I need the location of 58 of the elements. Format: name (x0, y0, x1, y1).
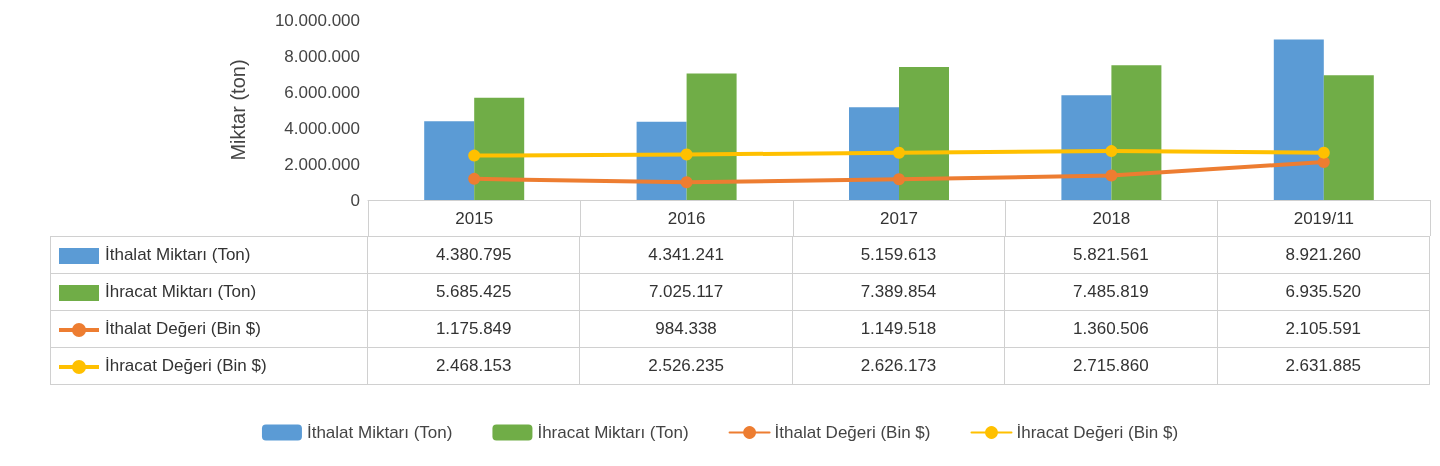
y-tick-label: 6.000.000 (284, 82, 360, 102)
text: İthalat Değeri (Bin $) (105, 319, 261, 338)
legend-label: İthalat Değeri (Bin $) (774, 423, 931, 442)
data-label: 5.685.425 (367, 273, 580, 311)
y-axis-title: Miktar (ton) (227, 59, 249, 161)
bar (424, 121, 475, 200)
data-label: 7.389.854 (792, 273, 1005, 311)
data-label: 1.149.518 (792, 310, 1005, 348)
x-tick-label: 2017 (880, 209, 918, 228)
point (1105, 145, 1118, 158)
y-tick-label: 2.000.000 (284, 154, 360, 174)
bar (1323, 75, 1374, 200)
legend-label: İthalat Miktarı (Ton) (50, 236, 368, 274)
legend-label: İhracat Değeri (Bin $) (1016, 423, 1179, 442)
point (893, 146, 905, 159)
y-tick-label: 0 (350, 190, 360, 210)
y-tick-label: 10.000.000 (274, 10, 360, 30)
x-tick-label: 2016 (667, 209, 706, 228)
data-label: 984.338 (579, 310, 793, 348)
data-label: 2.526.235 (579, 347, 793, 385)
point (680, 176, 693, 189)
point (1105, 169, 1118, 182)
data-label: 2.631.885 (1217, 347, 1430, 385)
point (468, 172, 481, 185)
y-tick-label: 8.000.000 (284, 46, 360, 66)
data-label: 2.715.860 (1004, 347, 1218, 385)
x-tick-label: 2015 (455, 209, 494, 228)
data-label: 4.380.795 (367, 236, 580, 274)
bar (474, 97, 525, 200)
text: İhracat Değeri (Bin $) (105, 356, 267, 375)
bar (1273, 39, 1324, 200)
point (468, 149, 481, 162)
text: İhracat Miktarı (Ton) (105, 282, 257, 301)
bar (849, 107, 899, 200)
y-tick-label: 4.000.000 (284, 118, 360, 138)
data-label: 8.921.260 (1217, 236, 1430, 274)
point (1317, 146, 1330, 159)
x-tick-label: 2019/11 (1293, 209, 1354, 228)
data-label: 2.468.153 (367, 347, 580, 385)
bar (686, 73, 737, 200)
data-label: 7.485.819 (1004, 273, 1218, 311)
bar (1061, 95, 1112, 200)
data-label: 5.159.613 (792, 236, 1005, 274)
text: İthalat Miktarı (Ton) (306, 423, 453, 442)
data-label: 1.175.849 (367, 310, 580, 348)
point (680, 148, 693, 161)
bar (1111, 65, 1162, 200)
x-tick-label: 2018 (1092, 209, 1131, 228)
data-label: 2.105.591 (1217, 310, 1430, 348)
data-label: 6.935.520 (1217, 273, 1430, 311)
data-label: 5.821.561 (1004, 236, 1218, 274)
bar (899, 66, 949, 200)
data-label: 4.341.241 (579, 236, 793, 274)
legend-label: İhracat Miktarı (Ton) (537, 423, 689, 442)
data-label: 2.626.173 (792, 347, 1005, 385)
data-label: 7.025.117 (579, 273, 793, 311)
point (893, 173, 905, 186)
data-label: 1.360.506 (1004, 310, 1218, 348)
